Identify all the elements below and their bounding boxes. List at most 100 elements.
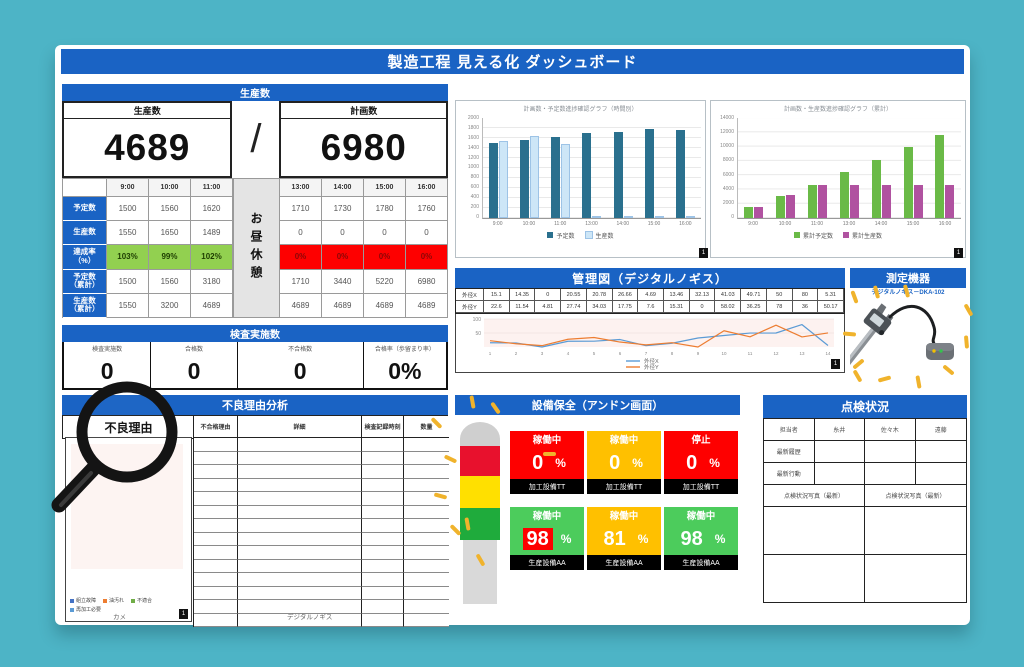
value-cell: 4689 [364, 293, 406, 318]
machine-name: 加工設備TT [587, 479, 661, 494]
rate-unit: % [714, 532, 726, 546]
column-header: 数量 [404, 416, 449, 438]
x-tick-label: 9:00 [492, 221, 503, 227]
tower-yellow-light [460, 476, 500, 508]
bar [935, 134, 945, 218]
legend-swatch [793, 232, 800, 238]
column-header: 不合格理由 [194, 416, 238, 438]
photo-cell [764, 507, 865, 555]
value-cell: 103% [107, 245, 149, 270]
andon-cards: 稼働中 0% 加工設備TT 稼働中 0% 加工設備TT 停止 0% 加工設備TT 稼働中 98% 生産… [510, 431, 738, 583]
svg-text:3: 3 [541, 351, 544, 356]
value-cell: 58.02 [715, 301, 742, 313]
sheet-tab[interactable]: デジタルノギス [287, 614, 333, 621]
row-label: 達成率 （%） [63, 245, 107, 270]
bar [489, 143, 499, 218]
inspection-column-value: 0% [388, 357, 422, 384]
andon-card-body: 稼働中 0% [587, 431, 661, 479]
empty-cell [404, 438, 449, 452]
x-tick-label: 14:00 [616, 221, 630, 227]
andon-header: 設備保全（アンドン画面） [455, 395, 740, 415]
value-cell: 3180 [191, 269, 233, 294]
machine-rate: 98% [664, 523, 738, 555]
x-tick-label: 9:00 [748, 221, 758, 227]
x-tick-label: 11:00 [554, 221, 567, 227]
empty-cell [404, 465, 449, 479]
value-cell: 1760 [406, 197, 448, 222]
empty-cell [194, 532, 238, 546]
empty-cell [194, 478, 238, 492]
row-label: 生産数 [63, 221, 107, 246]
inspection-column: 不合格数 0 [238, 342, 364, 388]
empty-cell [194, 519, 238, 533]
actual-count-label: 生産数 [64, 103, 231, 119]
machine-name: 加工設備TT [510, 479, 584, 494]
y-tick-label: 1000 [467, 164, 479, 171]
row-label: 外径Y [456, 301, 484, 313]
x-tick-label: 13:00 [585, 221, 598, 227]
andon-card: 停止 0% 加工設備TT [664, 431, 738, 494]
sheet-tab[interactable]: カメ [113, 614, 126, 621]
rate-unit: % [709, 456, 720, 470]
legend-item: 不適合 [131, 597, 152, 604]
svg-text:9: 9 [697, 351, 700, 356]
rate-value: 98 [680, 528, 703, 550]
bar [881, 184, 891, 218]
empty-cell [404, 613, 449, 627]
empty-cell [194, 586, 238, 600]
value-cell: 20.55 [561, 289, 587, 301]
y-tick-label: 800 [470, 174, 479, 181]
column-header: 佐々木 [865, 419, 916, 441]
bar [754, 206, 764, 218]
bar [654, 216, 664, 218]
bar-group [613, 118, 633, 218]
rate-unit: % [637, 532, 649, 546]
bar [613, 131, 623, 218]
bar [561, 143, 571, 218]
value-cell: 27.74 [561, 301, 587, 313]
rate-unit: % [560, 532, 572, 546]
value-cell: 4689 [406, 293, 448, 318]
tower-red-light [460, 446, 500, 476]
value-cell: 17.75 [612, 301, 639, 313]
legend-item: 油汚れ [103, 597, 124, 604]
sparkle-mark [963, 335, 970, 349]
bar [592, 216, 602, 218]
empty-cell [238, 519, 362, 533]
y-tick-label: 1400 [467, 144, 479, 151]
svg-text:14: 14 [825, 351, 831, 356]
empty-cell [194, 492, 238, 506]
column-header: 糸井 [814, 419, 865, 441]
machine-name: 生産設備AA [664, 555, 738, 570]
bar [818, 184, 828, 218]
y-tick-label: 2000 [722, 199, 734, 206]
value-cell: 4.81 [535, 301, 562, 313]
object-anchor-marker: 1 [831, 359, 840, 369]
legend-item: 累計生産数 [843, 231, 882, 240]
inspection-status-table: 担当者 糸井 佐々木 遠藤 最新履歴 最新行動 点検状況写真（最新） 点検状況写… [763, 418, 967, 603]
bar [499, 140, 509, 218]
value-cell: 41.03 [715, 289, 742, 301]
empty-cell [238, 559, 362, 573]
bar [520, 140, 530, 218]
empty-cell [238, 465, 362, 479]
value-cell: 1780 [364, 197, 406, 222]
legend-item: 予定数 [547, 231, 575, 240]
empty-cell [194, 505, 238, 519]
empty-cell [194, 613, 238, 627]
photo-cell [865, 555, 966, 602]
inspection-column-value: 0 [293, 357, 307, 384]
value-cell: 0 [364, 221, 406, 246]
empty-cell [362, 519, 404, 533]
value-cell: 20.78 [586, 289, 613, 301]
empty-cell [362, 492, 404, 506]
empty-cell [404, 546, 449, 560]
empty-cell [865, 441, 916, 463]
value-cell: 7.6 [638, 301, 664, 313]
machine-rate: 0% [510, 447, 584, 479]
empty-cell [194, 600, 238, 614]
empty-cell [915, 441, 966, 463]
empty-cell [362, 478, 404, 492]
legend-item: 累計予定数 [793, 231, 833, 240]
empty-cell [362, 586, 404, 600]
